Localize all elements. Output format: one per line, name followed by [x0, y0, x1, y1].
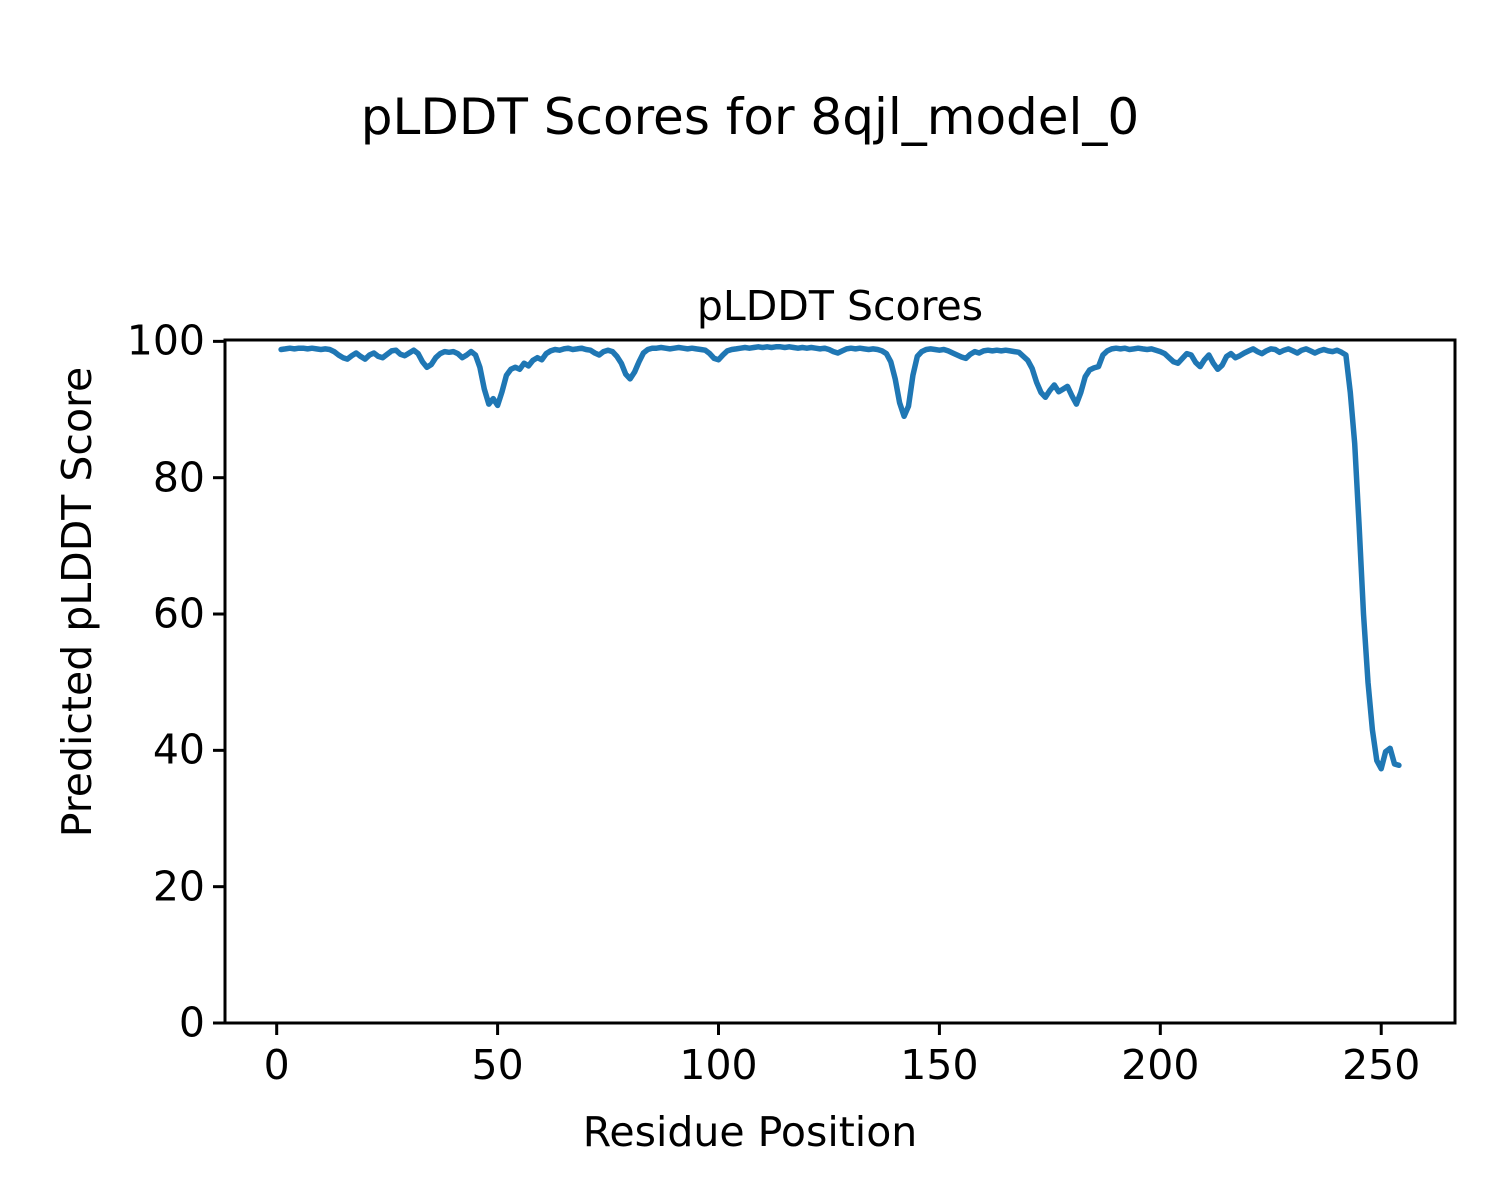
x-tick-label: 200 — [1121, 1041, 1200, 1089]
x-tick-label: 150 — [900, 1041, 979, 1089]
x-tick-label: 250 — [1342, 1041, 1421, 1089]
y-axis-label: Predicted pLDDT Score — [53, 366, 101, 838]
y-tick-label: 40 — [152, 725, 205, 774]
plddt-score-line — [278, 344, 1402, 772]
y-tick-label: 0 — [178, 998, 205, 1047]
axes-title: pLDDT Scores — [696, 282, 984, 330]
y-tick-label: 60 — [152, 589, 205, 638]
x-tick-label: 50 — [471, 1041, 524, 1089]
figure-title: pLDDT Scores for 8qjl_model_0 — [360, 88, 1140, 146]
x-tick-label: 100 — [679, 1041, 758, 1089]
x-tick-label: 0 — [263, 1041, 290, 1089]
x-axis-label: Residue Position — [582, 1108, 918, 1156]
y-tick-label: 100 — [126, 316, 205, 365]
tick-marks — [213, 339, 1383, 1035]
y-tick-label: 20 — [152, 862, 205, 911]
axes-frame — [223, 338, 1457, 1025]
plddt-line-group — [278, 344, 1402, 772]
y-tick-label: 80 — [152, 453, 205, 502]
